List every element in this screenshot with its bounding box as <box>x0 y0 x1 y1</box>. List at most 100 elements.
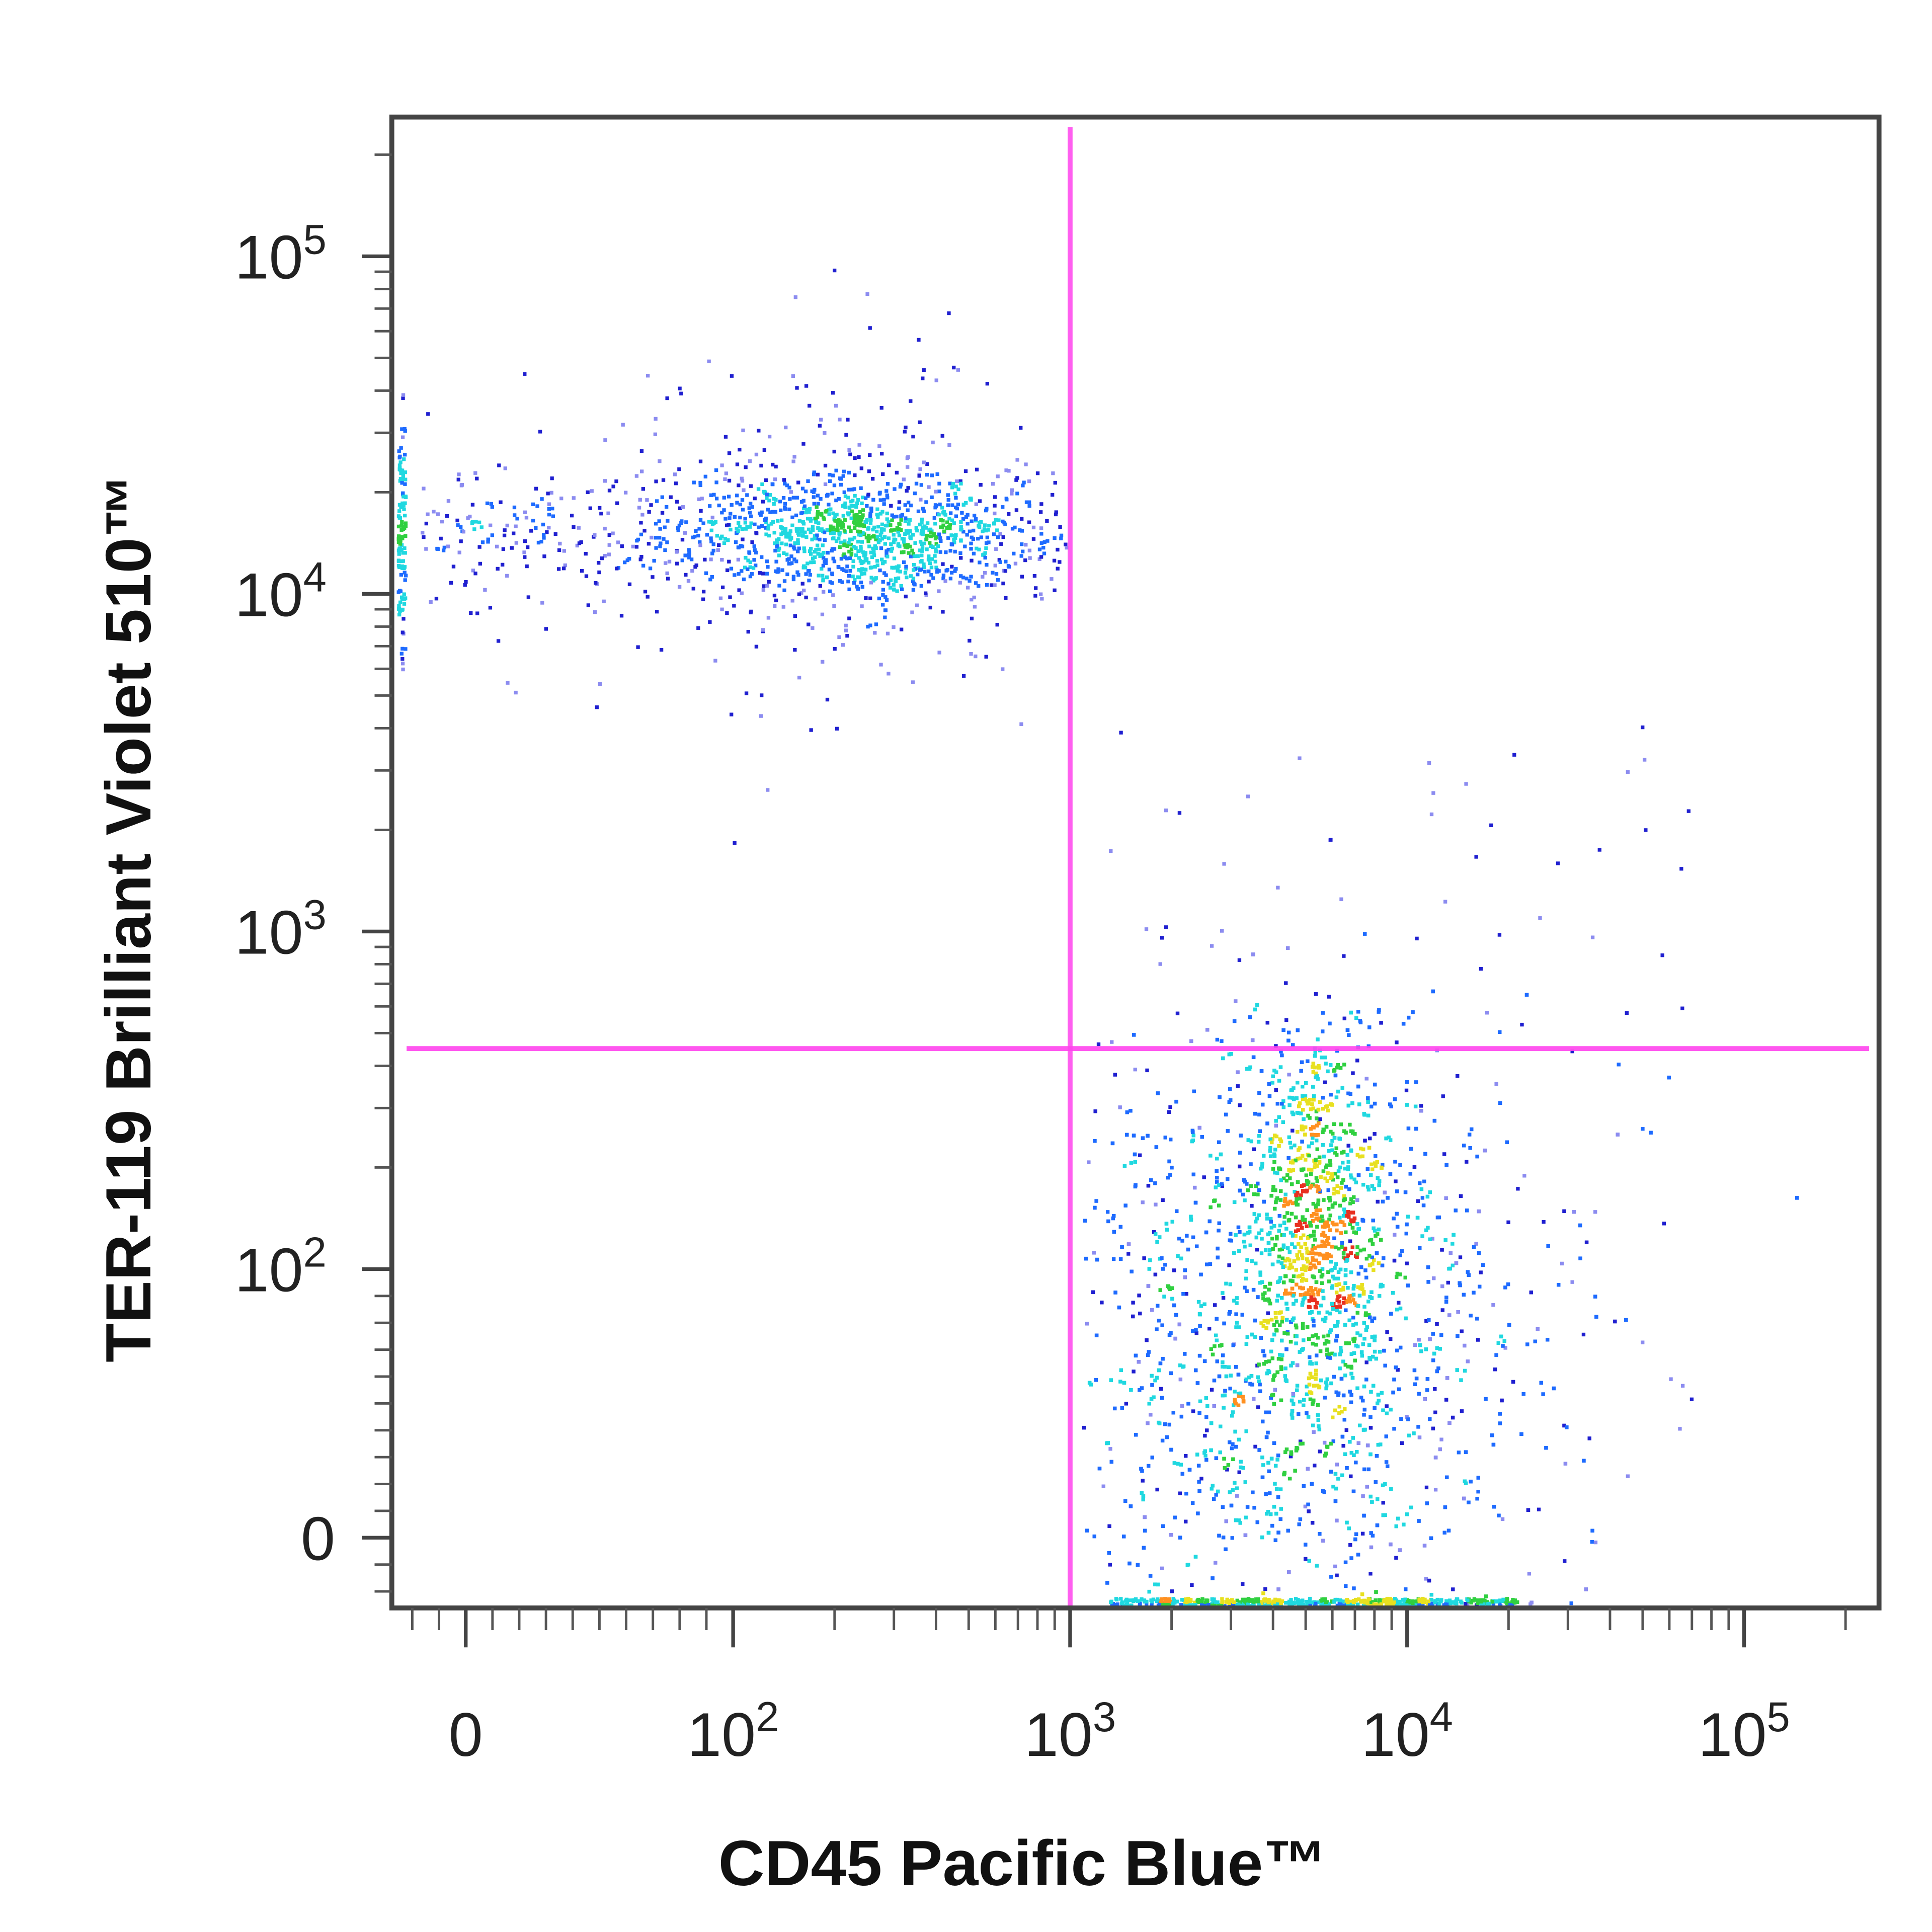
data-point <box>793 295 797 299</box>
data-point <box>678 386 682 390</box>
data-point <box>972 551 976 555</box>
data-point <box>802 549 807 553</box>
data-point <box>842 490 846 495</box>
data-point <box>941 574 946 578</box>
data-point <box>1325 1352 1329 1357</box>
data-point <box>599 512 603 516</box>
data-point <box>733 515 737 519</box>
data-point <box>667 559 672 564</box>
data-point <box>860 522 864 527</box>
data-point <box>713 659 717 663</box>
data-point <box>607 543 611 547</box>
data-point <box>766 527 770 531</box>
data-point <box>1298 1517 1303 1521</box>
data-point <box>401 396 405 400</box>
data-point <box>400 662 405 666</box>
data-point <box>441 548 446 552</box>
data-point <box>972 528 976 533</box>
data-point <box>924 537 929 541</box>
data-point <box>468 514 472 519</box>
data-point <box>679 391 683 395</box>
data-point <box>909 574 913 578</box>
data-point <box>857 568 861 572</box>
data-point <box>662 537 666 541</box>
data-point <box>837 497 841 501</box>
data-point <box>488 606 493 610</box>
data-point <box>998 560 1002 564</box>
data-point <box>984 541 989 545</box>
data-point <box>750 505 755 509</box>
data-point <box>479 525 484 529</box>
data-point <box>929 534 933 538</box>
data-point <box>816 494 820 498</box>
data-point <box>931 440 935 445</box>
data-point <box>1296 1157 1300 1161</box>
data-point <box>1272 1160 1276 1164</box>
data-point <box>839 556 844 561</box>
data-point <box>701 590 706 594</box>
data-point <box>943 579 947 583</box>
data-point <box>523 539 527 543</box>
data-point <box>892 556 897 560</box>
data-point <box>830 548 834 553</box>
data-point <box>915 528 919 533</box>
data-point <box>820 567 824 571</box>
data-point <box>796 573 800 577</box>
data-point <box>813 534 817 538</box>
data-point <box>1400 1249 1404 1253</box>
data-point <box>636 645 640 649</box>
data-point <box>814 597 818 601</box>
data-point <box>396 548 401 552</box>
data-point <box>503 528 507 532</box>
data-point <box>445 514 449 518</box>
data-point <box>432 510 436 514</box>
data-point <box>707 520 711 524</box>
data-point <box>1027 520 1031 524</box>
data-point <box>480 540 485 544</box>
data-point <box>396 559 401 563</box>
data-point <box>709 528 713 532</box>
data-point <box>1217 1221 1221 1226</box>
data-point <box>959 527 963 532</box>
data-point <box>839 540 843 544</box>
data-point <box>401 474 405 478</box>
data-point <box>806 569 811 573</box>
data-point <box>812 490 816 494</box>
data-point <box>1001 581 1005 586</box>
data-point <box>977 547 981 551</box>
data-point <box>588 506 592 510</box>
data-point <box>1243 1533 1248 1537</box>
data-point <box>841 514 845 518</box>
data-point <box>637 506 641 510</box>
data-point <box>603 526 607 531</box>
data-point <box>886 554 890 558</box>
data-point <box>753 548 757 552</box>
data-point <box>760 524 764 528</box>
data-point <box>897 527 901 531</box>
data-point <box>948 526 952 530</box>
data-point <box>920 529 924 533</box>
data-point <box>1353 1132 1357 1136</box>
data-point <box>985 562 989 567</box>
data-point <box>841 643 845 647</box>
data-point <box>1023 558 1027 562</box>
data-point <box>918 568 922 572</box>
data-point <box>804 535 809 539</box>
data-point <box>877 492 881 496</box>
data-point <box>933 506 937 510</box>
data-point <box>793 648 797 652</box>
data-point <box>866 493 870 497</box>
data-point <box>782 588 786 592</box>
data-point <box>676 528 680 532</box>
data-point <box>858 517 862 521</box>
data-point <box>892 537 896 541</box>
data-point <box>893 487 897 491</box>
data-point <box>954 533 958 537</box>
data-point <box>747 506 751 510</box>
data-point <box>839 482 843 487</box>
data-point <box>979 483 983 487</box>
data-point <box>1335 1463 1339 1467</box>
data-point <box>830 581 834 585</box>
data-point <box>874 546 878 550</box>
data-point <box>396 540 401 544</box>
